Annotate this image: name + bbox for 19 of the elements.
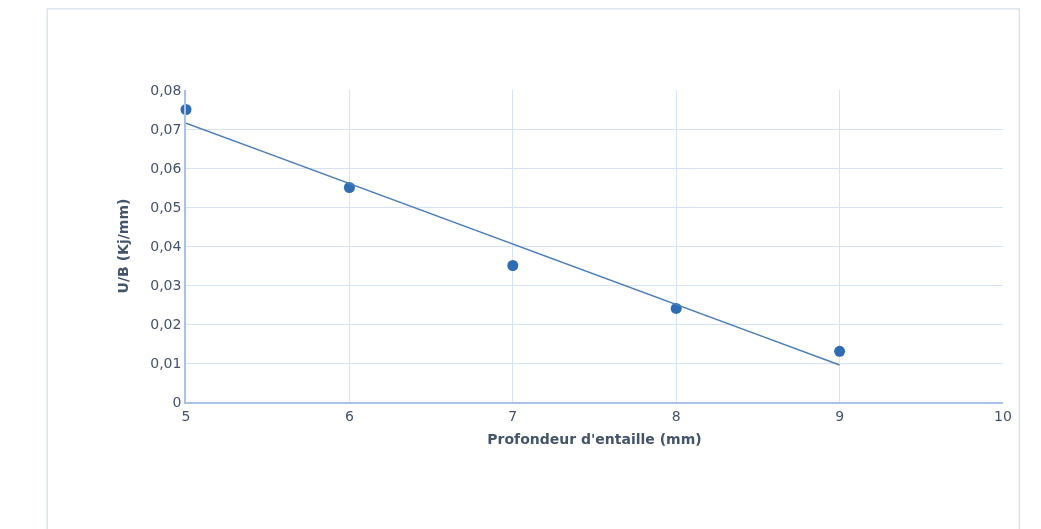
x-tick-label: 7 (508, 407, 518, 424)
x-tick-label: 5 (181, 407, 191, 424)
y-tick-label: 0,04 (150, 237, 182, 254)
y-tick-label: 0,07 (150, 120, 182, 137)
x-tick-label: 9 (835, 407, 845, 424)
point (507, 260, 519, 271)
y-tick-label: 0,01 (150, 354, 182, 371)
x-tick-label: 10 (994, 407, 1012, 424)
x-tick-label: 6 (344, 407, 354, 424)
x-axis-title: Profondeur d'entaille (mm) (487, 431, 702, 448)
y-tick-label: 0,08 (150, 81, 182, 98)
y-tick-label: 0 (172, 393, 182, 410)
y-tick-label: 0,02 (150, 315, 182, 332)
y-tick-label: 0,03 (150, 276, 182, 293)
y-tick-label: 0,05 (150, 198, 182, 215)
x-tick-label: 8 (671, 407, 681, 424)
y-tick-label: 0,06 (150, 159, 182, 176)
y-axis-title: U/B (Kj/mm) (115, 198, 132, 294)
point (834, 345, 846, 357)
